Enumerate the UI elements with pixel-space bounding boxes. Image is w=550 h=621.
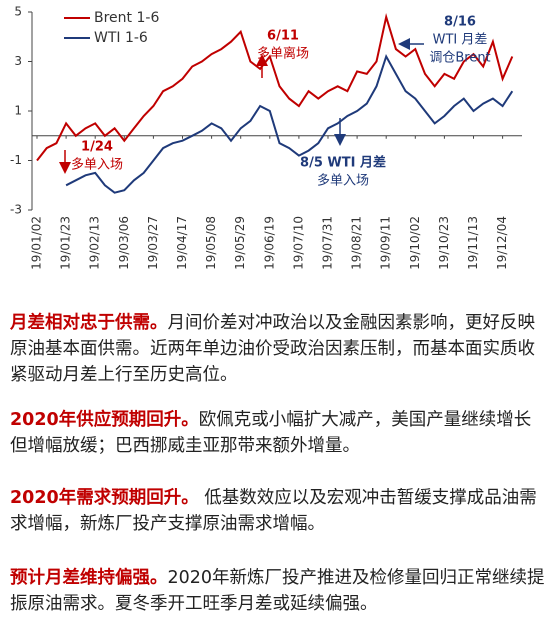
x-tick-label: 19/01/23 (59, 216, 73, 270)
y-tick-label: 1 (14, 104, 22, 118)
x-tick-label: 19/12/04 (495, 216, 509, 270)
x-tick-label: 19/07/31 (321, 216, 335, 270)
x-tick-label: 19/11/13 (466, 216, 480, 270)
annotation: 多单入场 (71, 157, 123, 173)
y-tick-label: -3 (10, 203, 22, 217)
x-tick-label: 19/07/10 (291, 216, 305, 270)
paragraph: 预计月差维持偏强。2020年新炼厂投产推进及检修量回归正常继续提振原油需求。夏冬… (10, 565, 546, 617)
paragraph: 2020年需求预期回升。 低基数效应以及宏观冲击暂缓支撑成品油需求增幅，新炼厂投… (10, 485, 546, 537)
annotation: 多单入场 (317, 173, 369, 189)
chart: -3 -1 1 3 5 19/01/02 19/01/23 19/02/13 19/03/06 1… (10, 5, 522, 270)
annotation: 6/11 (267, 29, 299, 44)
x-tick-label: 19/02/13 (88, 216, 102, 270)
y-tick-label: 5 (14, 5, 22, 19)
annotation: 8/5 WTI 月差 (300, 155, 386, 171)
annotation: WTI 月差 (433, 33, 488, 48)
x-tick-label: 19/04/17 (175, 216, 189, 270)
lead: 2020年需求预期回升。 (10, 488, 199, 508)
annotation: 多单离场 (257, 46, 309, 62)
text: 欧佩克或小幅扩大减产，美国产量继续增长但增幅放缓；巴西挪威圭亚那带来额外增量。 (10, 410, 532, 456)
legend-label: WTI 1-6 (94, 30, 148, 46)
text: 2020年新炼厂投产推进及检修量回归正常继续提振原油需求。夏冬季开工旺季月差或延… (10, 568, 545, 614)
x-tick-label: 19/05/08 (204, 216, 218, 270)
x-tick-label: 19/08/21 (350, 216, 364, 270)
lead: 月差相对忠于供需。 (10, 313, 168, 333)
x-tick-label: 19/10/23 (437, 216, 451, 270)
y-tick-label: -1 (10, 153, 22, 167)
text: 低基数效应以及宏观冲击暂缓支撑成品油需求增幅，新炼厂投产支撑原油需求增幅。 (10, 488, 537, 534)
paragraph: 2020年供应预期回升。欧佩克或小幅扩大减产，美国产量继续增长但增幅放缓；巴西挪… (10, 407, 546, 459)
x-tick-label: 19/01/02 (30, 216, 44, 270)
annotation: 调仓Brent (429, 51, 490, 66)
x-tick-label: 19/03/06 (117, 216, 131, 270)
series-line (65, 54, 514, 194)
annotation: 8/16 (444, 15, 476, 30)
x-tick-label: 19/05/29 (233, 216, 247, 270)
lead: 预计月差维持偏强。 (10, 568, 168, 588)
y-tick-label: 3 (14, 54, 22, 68)
x-tick-label: 19/03/27 (146, 216, 160, 270)
x-tick-label: 19/06/19 (262, 216, 276, 270)
x-tick-label: 19/09/11 (379, 216, 393, 270)
x-tick-label: 19/10/02 (408, 216, 422, 270)
annotation: 1/24 (81, 140, 113, 155)
paragraph: 月差相对忠于供需。月间价差对冲政治以及金融因素影响，更好反映原油基本面供需。近两… (10, 310, 546, 388)
lead: 2020年供应预期回升。 (10, 410, 199, 430)
text: 月间价差对冲政治以及金融因素影响，更好反映原油基本面供需。近两年单边油价受政治因… (10, 313, 535, 385)
series-line (36, 13, 514, 162)
legend-label: Brent 1-6 (94, 10, 159, 26)
